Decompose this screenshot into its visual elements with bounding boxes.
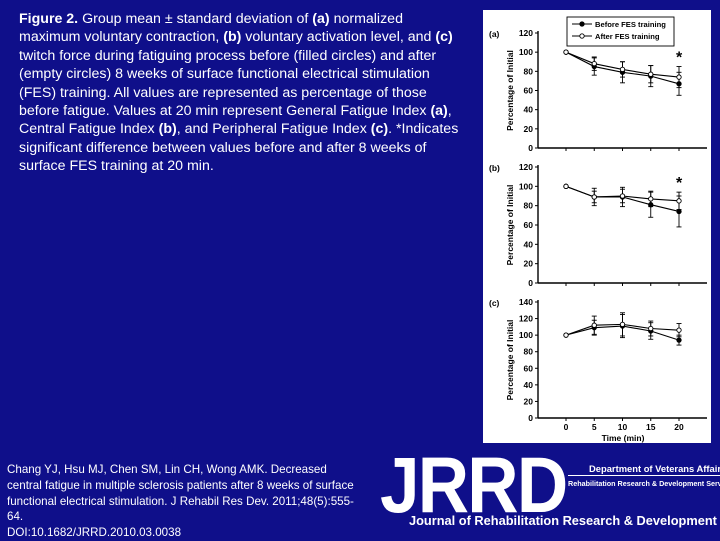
caption-run: Group mean ± standard deviation of — [78, 11, 313, 27]
y-tick-label: 0 — [528, 278, 533, 288]
panel-label: (a) — [489, 29, 500, 39]
y-tick-label: 80 — [524, 66, 534, 76]
x-tick-label: 20 — [674, 422, 684, 432]
rrd-service-label: Rehabilitation Research & Development Se… — [568, 479, 720, 488]
data-point-after — [591, 322, 597, 328]
caption-bold-run: (b) — [223, 29, 242, 46]
y-tick-label: 80 — [524, 201, 534, 211]
caption-run: normalized maximum voluntary contraction… — [19, 11, 403, 46]
logo-divider — [568, 475, 720, 476]
y-tick-label: 100 — [519, 181, 533, 191]
y-tick-label: 60 — [524, 363, 534, 373]
y-tick-label: 100 — [519, 47, 533, 57]
y-tick-label: 0 — [528, 143, 533, 153]
caption-run: , Central Fatigue Index — [19, 103, 452, 138]
data-point-after — [619, 66, 626, 73]
y-tick-label: 120 — [519, 162, 533, 172]
x-tick-label: 10 — [618, 422, 628, 432]
citation-line: Chang YJ, Hsu MJ, Chen SM, Lin CH, Wong … — [7, 463, 327, 476]
jrrd-logo-letters: JRRD — [380, 440, 568, 529]
y-tick-label: 20 — [524, 259, 534, 269]
y-tick-label: 120 — [519, 314, 533, 324]
data-point-after — [648, 71, 654, 77]
data-point-after — [619, 321, 626, 328]
citation-line: functional electrical stimulation. J Reh… — [7, 494, 354, 508]
y-tick-label: 80 — [524, 347, 534, 357]
data-point-after — [648, 196, 654, 202]
caption-run: voluntary activation level, and — [241, 29, 436, 46]
data-point-after — [619, 193, 626, 199]
y-tick-label: 60 — [524, 220, 534, 230]
data-point-after — [648, 325, 654, 332]
legend-marker — [579, 33, 585, 39]
y-axis-title: Percentage of Initial — [505, 185, 515, 266]
x-tick-label: 5 — [592, 422, 597, 432]
caption-bold-run: (a) — [430, 103, 448, 120]
caption-run: twitch force during fatiguing process be… — [19, 47, 437, 120]
y-tick-label: 40 — [524, 105, 534, 115]
data-point-before — [676, 337, 682, 343]
va-department-label: Department of Veterans Affairs — [589, 463, 720, 474]
y-tick-label: 20 — [524, 396, 534, 406]
y-axis-title: Percentage of Initial — [505, 320, 515, 401]
y-tick-label: 100 — [519, 330, 533, 340]
journal-name: Journal of Rehabilitation Research & Dev… — [409, 513, 717, 528]
chart-panel-c: 0 20 40 60 80 100 120 140 0 5 10 15 20 Time (min) Perc… — [489, 297, 707, 443]
data-point-after — [591, 194, 597, 200]
caption-bold-run: (a) — [312, 11, 330, 27]
data-point-after — [676, 327, 682, 333]
citation-line: central fatigue in multiple sclerosis pa… — [7, 478, 354, 492]
x-tick-label: 15 — [646, 422, 656, 432]
caption-bold-run: (c) — [370, 121, 389, 138]
citation-doi: DOI:10.1682/JRRD.2010.03.0038 — [7, 526, 182, 540]
data-point-after — [591, 61, 597, 67]
data-point-after — [563, 332, 569, 338]
y-tick-label: 20 — [524, 124, 534, 134]
caption-run: . *Indicates significant difference betw… — [19, 121, 459, 175]
legend-box — [566, 16, 675, 47]
data-point-after — [563, 49, 569, 55]
caption-bold-run: (c) — [435, 29, 453, 46]
legend-label: Before FES training — [595, 20, 666, 29]
panel-label: (c) — [489, 298, 500, 308]
citation-line: 64. — [7, 510, 24, 524]
legend-marker — [579, 21, 585, 27]
x-tick-label: 0 — [564, 422, 569, 432]
chart-panel-b: 0 20 40 60 80 100 120 Percentage of Initial (b) * — [489, 162, 707, 288]
y-tick-label: 0 — [528, 413, 533, 423]
x-axis-title: Time (min) — [602, 433, 645, 443]
figure-caption: Figure 2. Group mean ± standard deviatio… — [19, 10, 467, 176]
y-tick-label: 60 — [524, 86, 534, 96]
significance-asterisk: * — [676, 175, 683, 192]
chart-legend: Before FES training After FES training — [566, 16, 675, 47]
y-axis-title: Percentage of Initial — [505, 50, 515, 131]
citation: Chang YJ, Hsu MJ, Chen SM, Lin CH, Wong … — [7, 462, 379, 541]
y-tick-label: 140 — [519, 297, 533, 307]
legend-label: After FES training — [595, 32, 660, 41]
caption-bold-run: Figure 2. — [19, 11, 79, 27]
y-tick-label: 40 — [524, 239, 534, 249]
data-point-after — [676, 74, 682, 80]
data-point-after — [676, 198, 682, 204]
caption-bold-run: (b) — [158, 121, 177, 138]
data-point-after — [563, 183, 569, 189]
caption-run: , and Peripheral Fatigue Index — [176, 121, 371, 138]
significance-asterisk: * — [676, 50, 683, 67]
panel-label: (b) — [489, 163, 500, 173]
figure-panel: 0 20 40 60 80 100 120 Percentage of Initial (a) *… — [483, 10, 711, 443]
chart-panel-a: 0 20 40 60 80 100 120 Percentage of Initial (a) *… — [489, 16, 707, 153]
jrrd-logo: JRRD Department of Veterans Affairs Reha… — [378, 444, 720, 540]
y-tick-label: 40 — [524, 380, 534, 390]
y-tick-label: 120 — [519, 28, 533, 38]
